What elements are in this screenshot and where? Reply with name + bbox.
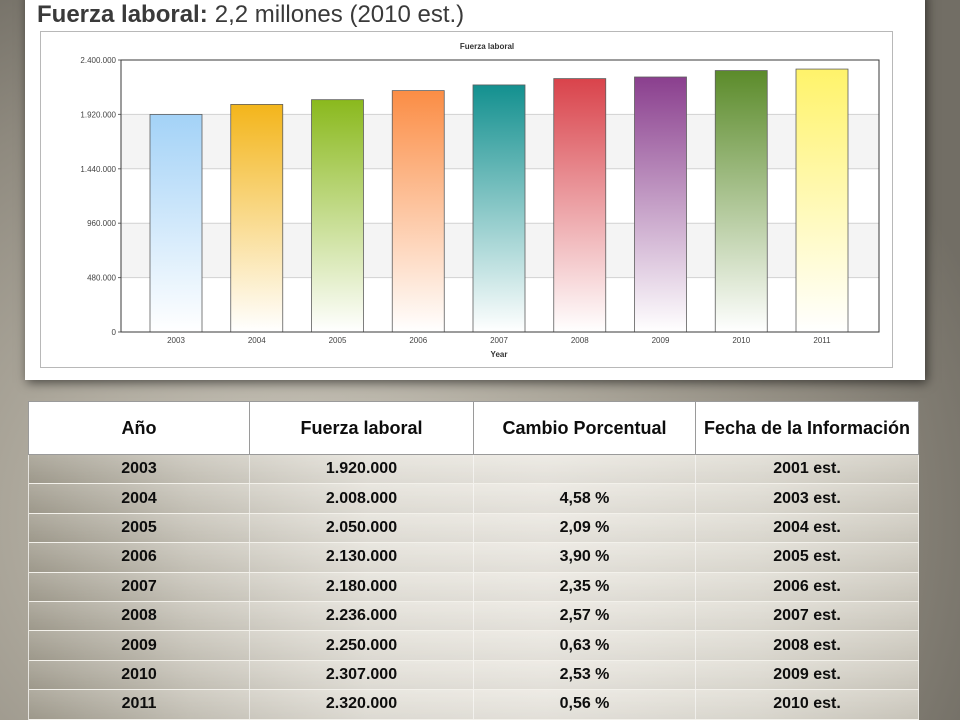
heading-label: Fuerza laboral: bbox=[37, 1, 208, 28]
y-tick-label-1: 480.000 bbox=[87, 274, 116, 283]
x-tick-label-2008: 2008 bbox=[571, 336, 589, 345]
cell-year: 2008 bbox=[29, 601, 250, 631]
column-header-percent-change: Cambio Porcentual bbox=[474, 402, 696, 455]
cell-labor-force: 2.236.000 bbox=[250, 601, 474, 631]
column-header-labor-force: Fuerza laboral bbox=[250, 402, 474, 455]
cell-labor-force: 2.250.000 bbox=[250, 631, 474, 660]
cell-percent-change bbox=[474, 455, 696, 484]
x-tick-label-2009: 2009 bbox=[652, 336, 670, 345]
cell-percent-change: 4,58 % bbox=[474, 484, 696, 513]
chart-title: Fuerza laboral bbox=[460, 42, 514, 51]
x-tick-label-2011: 2011 bbox=[813, 336, 831, 345]
cell-percent-change: 2,53 % bbox=[474, 660, 696, 690]
bar-2008 bbox=[553, 78, 607, 333]
x-axis-label: Year bbox=[491, 350, 508, 359]
bar-2010 bbox=[714, 70, 768, 333]
cell-labor-force: 2.180.000 bbox=[250, 572, 474, 601]
chart-container: Fuerza laboral Year 0 480.000 960.000 1.440… bbox=[40, 31, 893, 368]
cell-percent-change: 3,90 % bbox=[474, 543, 696, 572]
cell-info-date: 2001 est. bbox=[696, 455, 919, 484]
cell-year: 2004 bbox=[29, 484, 250, 513]
x-tick-label-2004: 2004 bbox=[248, 336, 266, 345]
cell-labor-force: 2.307.000 bbox=[250, 660, 474, 690]
bar-2003 bbox=[149, 114, 203, 333]
labor-force-table: Año Fuerza laboral Cambio Porcentual Fec… bbox=[28, 401, 919, 720]
table-row: 2008 2.236.000 2,57 % 2007 est. bbox=[28, 601, 919, 632]
table-row: 2010 2.307.000 2,53 % 2009 est. bbox=[28, 660, 919, 691]
x-tick-label-2010: 2010 bbox=[732, 336, 750, 345]
y-tick-label-5: 2.400.000 bbox=[80, 56, 116, 65]
cell-percent-change: 0,63 % bbox=[474, 631, 696, 660]
bar-2007 bbox=[472, 84, 526, 333]
bar-2005 bbox=[311, 99, 364, 333]
cell-year: 2006 bbox=[29, 543, 250, 572]
table-row: 2011 2.320.000 0,56 % 2010 est. bbox=[28, 690, 919, 720]
bar-2009 bbox=[634, 76, 687, 333]
cell-year: 2007 bbox=[29, 572, 250, 601]
column-header-year: Año bbox=[29, 402, 250, 455]
cell-percent-change: 0,56 % bbox=[474, 690, 696, 719]
labor-force-bar-chart: Fuerza laboral Year 0 480.000 960.000 1.440… bbox=[80, 42, 880, 359]
cell-percent-change: 2,09 % bbox=[474, 513, 696, 543]
cell-labor-force: 2.320.000 bbox=[250, 690, 474, 719]
cell-info-date: 2005 est. bbox=[696, 543, 919, 572]
x-tick-label-2006: 2006 bbox=[409, 336, 427, 345]
table-row: 2009 2.250.000 0,63 % 2008 est. bbox=[28, 631, 919, 661]
x-tick-label-2003: 2003 bbox=[167, 336, 185, 345]
heading-value: 2,2 millones (2010 est.) bbox=[214, 1, 465, 28]
plot-frame bbox=[120, 59, 880, 333]
table-row: 2004 2.008.000 4,58 % 2003 est. bbox=[28, 484, 919, 514]
slide-heading: Fuerza laboral: 2,2 millones (2010 est.) bbox=[37, 1, 464, 29]
chart-card: Fuerza laboral: 2,2 millones (2010 est.) … bbox=[25, 0, 925, 380]
table-row: 2006 2.130.000 3,90 % 2005 est. bbox=[28, 543, 919, 573]
cell-info-date: 2009 est. bbox=[696, 660, 919, 690]
y-tick-label-3: 1.440.000 bbox=[80, 165, 116, 174]
cell-info-date: 2006 est. bbox=[696, 572, 919, 601]
cell-labor-force: 1.920.000 bbox=[250, 455, 474, 484]
cell-year: 2005 bbox=[29, 513, 250, 543]
y-tick-label-2: 960.000 bbox=[87, 219, 116, 228]
table-row: 2007 2.180.000 2,35 % 2006 est. bbox=[28, 572, 919, 602]
cell-info-date: 2008 est. bbox=[696, 631, 919, 660]
x-tick-label-2007: 2007 bbox=[490, 336, 508, 345]
column-header-info-date: Fecha de la Información bbox=[696, 402, 919, 455]
cell-info-date: 2003 est. bbox=[696, 484, 919, 513]
cell-labor-force: 2.050.000 bbox=[250, 513, 474, 543]
table-header-row: Año Fuerza laboral Cambio Porcentual Fec… bbox=[28, 401, 919, 455]
cell-percent-change: 2,35 % bbox=[474, 572, 696, 601]
cell-labor-force: 2.130.000 bbox=[250, 543, 474, 572]
cell-year: 2010 bbox=[29, 660, 250, 690]
table-row: 2005 2.050.000 2,09 % 2004 est. bbox=[28, 513, 919, 544]
bar-2006 bbox=[391, 90, 445, 333]
y-tick-label-0: 0 bbox=[112, 328, 117, 337]
cell-labor-force: 2.008.000 bbox=[250, 484, 474, 513]
y-tick-label-4: 1.920.000 bbox=[80, 110, 116, 119]
x-tick-label-2005: 2005 bbox=[329, 336, 347, 345]
bar-2011 bbox=[795, 68, 849, 333]
cell-year: 2003 bbox=[29, 455, 250, 484]
cell-info-date: 2007 est. bbox=[696, 601, 919, 631]
bar-2004 bbox=[230, 104, 284, 333]
table-row: 2003 1.920.000 2001 est. bbox=[28, 455, 919, 485]
cell-year: 2011 bbox=[29, 690, 250, 719]
cell-info-date: 2010 est. bbox=[696, 690, 919, 719]
cell-year: 2009 bbox=[29, 631, 250, 660]
cell-info-date: 2004 est. bbox=[696, 513, 919, 543]
cell-percent-change: 2,57 % bbox=[474, 601, 696, 631]
